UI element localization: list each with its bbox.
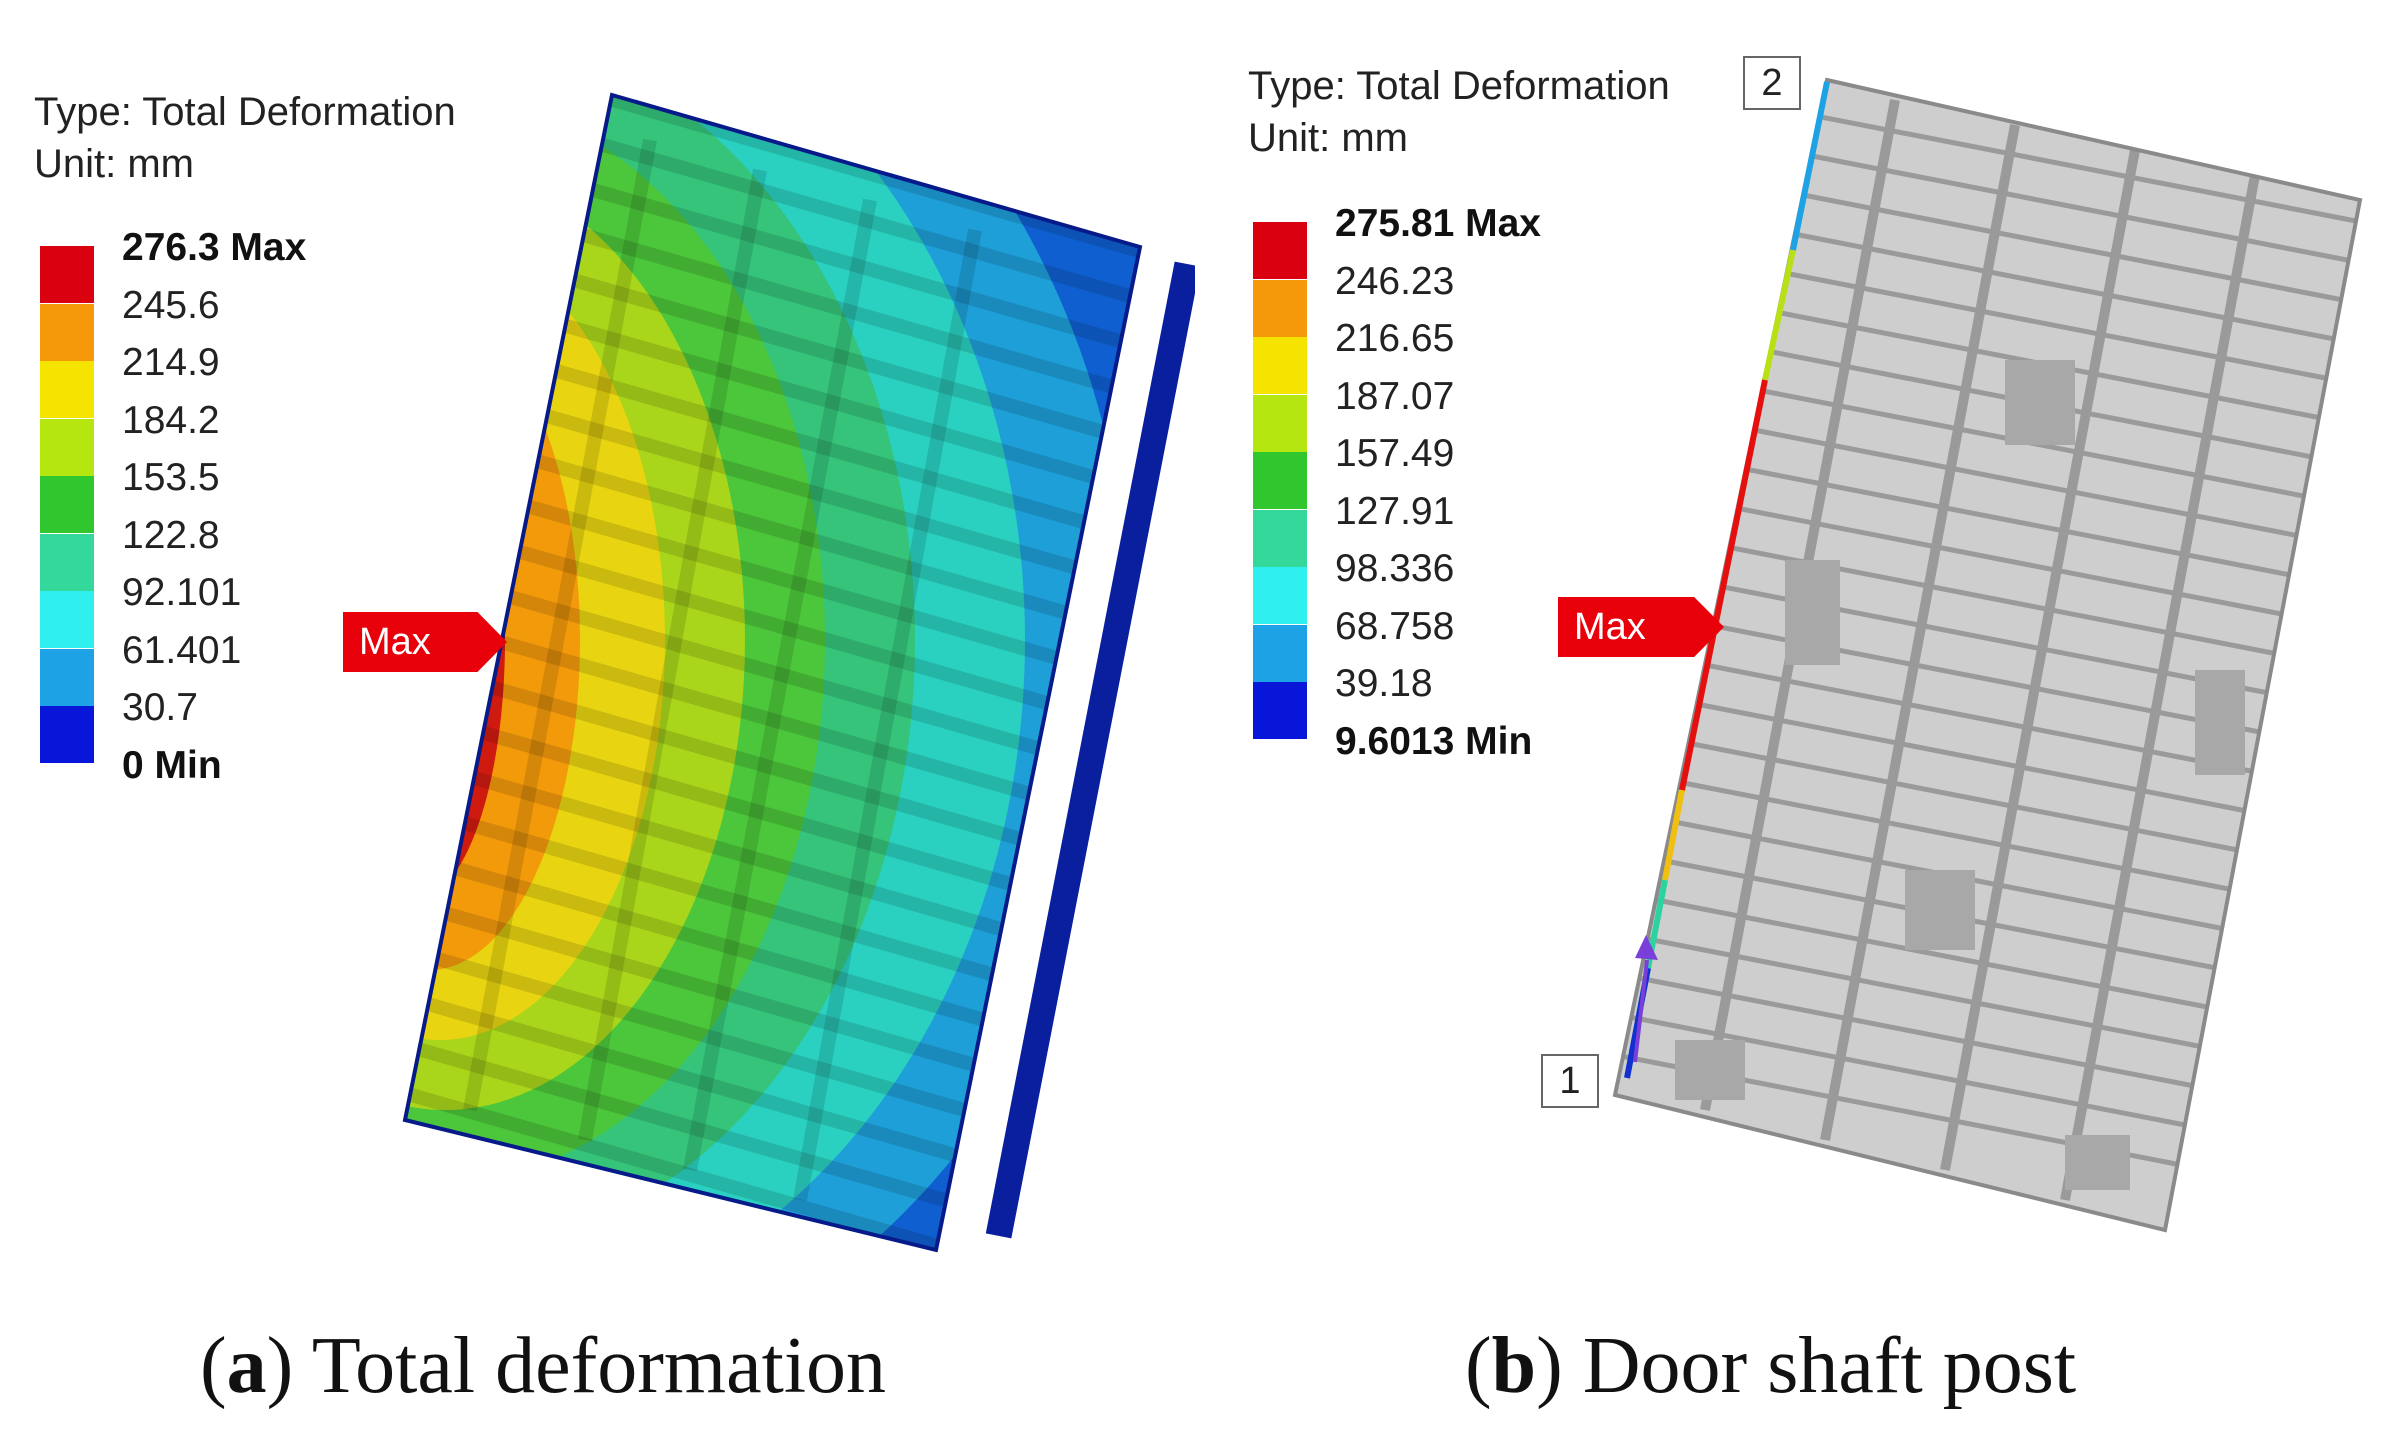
color-legend-b: 275.81 Max 246.23 216.65 187.07 157.49 127.91… bbox=[1253, 204, 1653, 763]
legend-label: 245.6 bbox=[122, 283, 220, 327]
legend-label: 275.81 Max bbox=[1335, 202, 1541, 245]
legend-swatch bbox=[40, 418, 94, 476]
legend-swatch bbox=[40, 361, 94, 418]
legend-swatch bbox=[40, 303, 94, 361]
result-info-a: Type: Total Deformation Unit: mm bbox=[34, 86, 456, 190]
legend-label: 157.49 bbox=[1335, 432, 1455, 475]
legend-label: 127.91 bbox=[1335, 489, 1455, 533]
result-unit-label: Unit: mm bbox=[1248, 116, 1408, 160]
legend-swatch bbox=[1253, 222, 1307, 279]
caption-b: (b) Door shaft post bbox=[1465, 1322, 2077, 1410]
result-unit-label: Unit: mm bbox=[34, 142, 194, 186]
legend-label: 153.5 bbox=[122, 456, 220, 499]
legend-swatch bbox=[1253, 567, 1307, 624]
legend-label: 214.9 bbox=[122, 341, 220, 384]
legend-swatch bbox=[1253, 279, 1307, 337]
legend-swatch bbox=[40, 591, 94, 648]
wireframe-model-b bbox=[1612, 77, 2363, 1233]
legend-label: 246.23 bbox=[1335, 259, 1455, 303]
legend-swatch bbox=[1253, 452, 1307, 509]
legend-swatch bbox=[40, 706, 94, 763]
legend-label: 184.2 bbox=[122, 398, 220, 442]
legend-label: 9.6013 Min bbox=[1335, 719, 1533, 763]
legend-label: 122.8 bbox=[122, 513, 220, 557]
legend-swatch bbox=[40, 476, 94, 533]
result-type-label: Type: Total Deformation bbox=[1248, 64, 1670, 108]
legend-label: 0 Min bbox=[122, 743, 222, 787]
max-marker-b: Max bbox=[1558, 597, 1724, 657]
legend-swatch bbox=[1253, 337, 1307, 394]
legend-label: 92.101 bbox=[122, 571, 242, 614]
legend-label: 276.3 Max bbox=[122, 226, 307, 269]
legend-label: 61.401 bbox=[122, 628, 242, 672]
result-type-label: Type: Total Deformation bbox=[34, 90, 456, 134]
caption-text-b: Door shaft post bbox=[1562, 1322, 2077, 1410]
legend-swatch bbox=[40, 246, 94, 303]
legend-label: 30.7 bbox=[122, 686, 198, 729]
panel-b: Type: Total Deformation Unit: mm 275.81 … bbox=[1195, 0, 2389, 1437]
legend-swatch bbox=[1253, 624, 1307, 682]
max-marker-a: Max bbox=[343, 612, 507, 672]
legend-swatch bbox=[40, 648, 94, 706]
legend-swatch bbox=[40, 533, 94, 591]
result-info-b: Type: Total Deformation Unit: mm bbox=[1248, 60, 1670, 164]
legend-label: 187.07 bbox=[1335, 374, 1455, 418]
legend-swatch bbox=[1253, 394, 1307, 452]
caption-text-a: Total deformation bbox=[293, 1322, 887, 1410]
caption-letter-b: b bbox=[1491, 1322, 1537, 1410]
legend-label: 68.758 bbox=[1335, 604, 1455, 648]
probe-point-2: 2 bbox=[1743, 56, 1801, 110]
caption-a: (a) Total deformation bbox=[200, 1322, 887, 1410]
legend-label: 216.65 bbox=[1335, 317, 1455, 360]
probe-point-1: 1 bbox=[1541, 1054, 1599, 1108]
caption-letter-a: a bbox=[226, 1322, 267, 1410]
legend-label: 98.336 bbox=[1335, 547, 1455, 590]
legend-swatch bbox=[1253, 509, 1307, 567]
legend-swatch bbox=[1253, 682, 1307, 739]
color-legend-a: 276.3 Max 245.6 214.9 184.2 153.5 122.8 92.101… bbox=[40, 228, 440, 787]
panel-a: Type: Total Deformation Unit: mm 276.3 M… bbox=[34, 86, 1195, 1410]
legend-label: 39.18 bbox=[1335, 662, 1433, 705]
